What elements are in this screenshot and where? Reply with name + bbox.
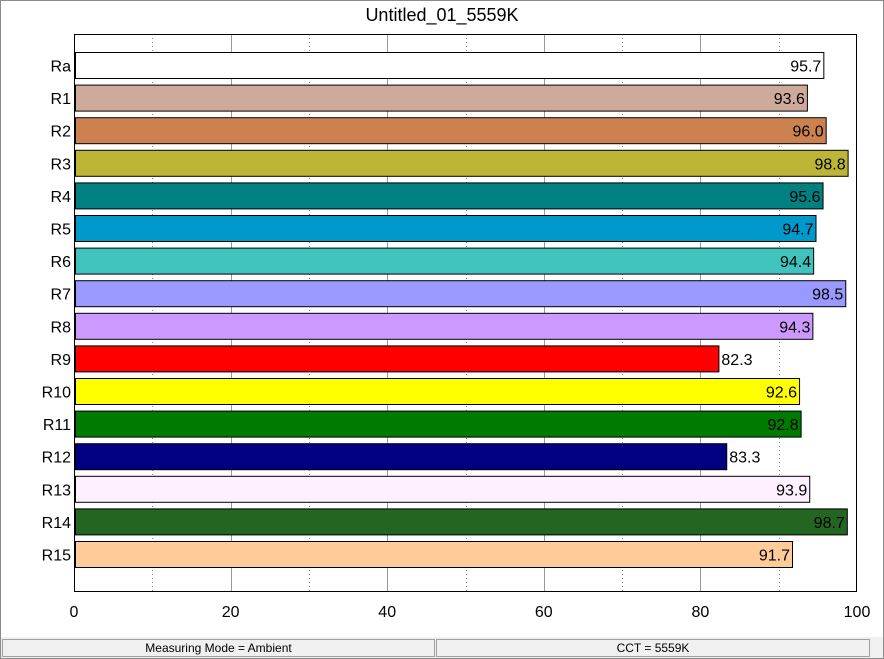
bar-value-label: 94.3 [779, 319, 810, 336]
bar-r13 [75, 475, 811, 503]
bar-value-label: 98.8 [814, 156, 845, 173]
status-measuring-mode: Measuring Mode = Ambient [2, 639, 435, 657]
category-label: R7 [51, 287, 72, 304]
bar-r6 [75, 247, 815, 275]
bar-r8 [75, 312, 814, 340]
x-axis-ticks: 0 20 40 60 80 100 [70, 604, 871, 621]
bar-value-label: 91.7 [759, 548, 790, 565]
x-tick-label: 60 [535, 604, 553, 621]
category-label: R1 [51, 91, 72, 108]
bar-r5 [75, 215, 817, 242]
bar-r4 [75, 182, 824, 210]
bar-value-label: 95.7 [790, 59, 821, 76]
bar-value-label: 94.4 [780, 254, 811, 271]
bar-r9 [75, 345, 720, 373]
bar-r10 [75, 378, 801, 405]
bar-value-label: 82.3 [721, 352, 752, 369]
bar-value-label: 93.6 [774, 91, 805, 108]
category-label: R10 [42, 385, 71, 402]
x-tick-label: 40 [378, 604, 396, 621]
bar-r14 [75, 508, 848, 536]
category-label: R6 [51, 254, 72, 271]
category-label: R5 [51, 222, 72, 239]
bar-value-label: 94.7 [782, 222, 813, 239]
x-tick-label: 0 [70, 604, 79, 621]
bar-r2 [75, 117, 827, 145]
bar-r7 [75, 280, 847, 308]
category-label: R14 [42, 515, 71, 532]
bar-value-label: 92.6 [766, 385, 797, 402]
x-tick-label: 100 [844, 604, 871, 621]
bar-r15 [75, 541, 794, 568]
bar-value-label: 92.8 [767, 417, 798, 434]
bars: 95.7 93.6 96.0 98.8 95.6 94.7 94.498.594.3 82.3… [75, 52, 849, 568]
x-tick-label: 80 [692, 604, 710, 621]
category-label: R15 [42, 548, 71, 565]
category-label: R12 [42, 450, 71, 467]
bar-r3 [75, 149, 849, 177]
category-label: R3 [51, 156, 72, 173]
category-label: R9 [51, 352, 72, 369]
bar-value-label: 98.7 [814, 515, 845, 532]
plot-frame [74, 34, 857, 592]
x-tick-label: 20 [222, 604, 240, 621]
bar-r11 [75, 410, 802, 438]
bar-value-label: 83.3 [729, 450, 760, 467]
bar-r12 [75, 443, 728, 471]
category-label: R4 [51, 189, 72, 206]
category-label: Ra [51, 59, 72, 76]
category-label: R11 [43, 417, 71, 434]
category-label: R13 [42, 482, 71, 499]
category-label: R8 [51, 319, 72, 336]
bar-ra [75, 52, 825, 79]
status-bar: Measuring Mode = Ambient CCT = 5559K [1, 637, 883, 658]
cri-bar-chart: Untitled_01_5559K 95.7 93.6 96.0 98.8 95.6 94… [42, 5, 871, 621]
category-label: R2 [51, 124, 72, 141]
bar-r1 [75, 84, 808, 112]
bar-value-label: 93.9 [776, 482, 807, 499]
category-labels: Ra R1 R2 R3 R4 R5 R6 R7 R8 R9 R10 R11 R12 R13 R14 R15 [42, 59, 71, 565]
bar-value-label: 98.5 [812, 287, 843, 304]
bar-value-label: 96.0 [793, 124, 824, 141]
chart-title: Untitled_01_5559K [365, 5, 518, 26]
status-cct: CCT = 5559K [436, 639, 870, 657]
bar-value-label: 95.6 [789, 189, 820, 206]
